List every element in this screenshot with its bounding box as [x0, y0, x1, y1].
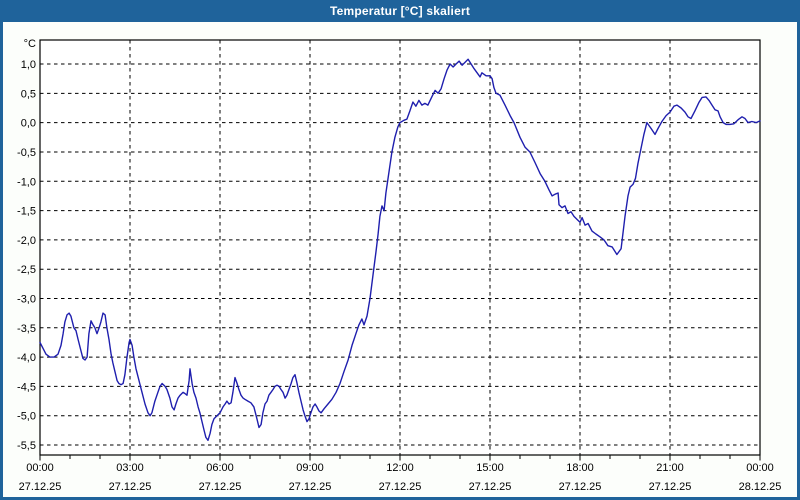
- y-axis-label: -1,0: [17, 176, 36, 188]
- x-axis-date-label: 27.12.25: [469, 481, 512, 493]
- y-unit-label: °C: [24, 38, 36, 50]
- y-axis-label: -2,0: [17, 235, 36, 247]
- x-axis-time-label: 00:00: [26, 462, 54, 474]
- x-axis-date-label: 27.12.25: [19, 481, 62, 493]
- window-border-bottom: [0, 497, 800, 500]
- y-axis-label: -4,0: [17, 352, 36, 364]
- temperature-line: [39, 58, 761, 441]
- x-axis-time-label: 12:00: [386, 462, 414, 474]
- x-axis-date-label: 27.12.25: [379, 481, 422, 493]
- y-axis-label: 0,5: [21, 88, 36, 100]
- x-axis-time-label: 15:00: [476, 462, 504, 474]
- y-axis-label: -2,5: [17, 264, 36, 276]
- x-axis-date-label: 27.12.25: [559, 481, 602, 493]
- title-bar[interactable]: Temperatur [°C] skaliert: [0, 0, 800, 22]
- y-axis-label: -0,5: [17, 147, 36, 159]
- x-axis-date-label: 27.12.25: [289, 481, 332, 493]
- x-axis-time-label: 21:00: [656, 462, 684, 474]
- window-title: Temperatur [°C] skaliert: [329, 4, 471, 18]
- x-axis-date-label: 27.12.25: [109, 481, 152, 493]
- y-axis-label: 1,0: [21, 59, 36, 71]
- x-axis-time-label: 06:00: [206, 462, 234, 474]
- y-axis-label: -5,5: [17, 440, 36, 452]
- x-axis-time-label: 00:00: [746, 462, 774, 474]
- y-axis-label: -1,5: [17, 206, 36, 218]
- x-axis-date-label: 28.12.25: [739, 481, 782, 493]
- x-axis-date-label: 27.12.25: [649, 481, 692, 493]
- x-axis-time-label: 03:00: [116, 462, 144, 474]
- y-axis-label: -4,5: [17, 381, 36, 393]
- y-axis-label: -3,5: [17, 323, 36, 335]
- y-axis-label: 0,0: [21, 118, 36, 130]
- y-axis-label: -3,0: [17, 293, 36, 305]
- window-border-left: [0, 22, 3, 500]
- x-axis-time-label: 18:00: [566, 462, 594, 474]
- x-axis-time-label: 09:00: [296, 462, 324, 474]
- x-axis-date-label: 27.12.25: [199, 481, 242, 493]
- y-axis-label: -5,0: [17, 411, 36, 423]
- window-border-right: [797, 22, 800, 500]
